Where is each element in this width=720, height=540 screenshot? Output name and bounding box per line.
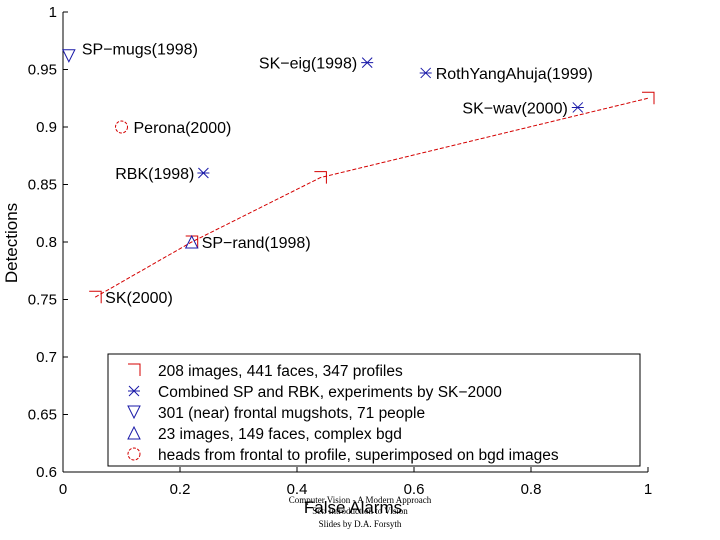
legend-entry: heads from frontal to profile, superimpo…	[158, 447, 559, 464]
data-point	[184, 234, 199, 249]
y-tick-label: 0.85	[28, 177, 57, 194]
y-tick-label: 1	[49, 4, 57, 21]
legend-entry: 208 images, 441 faces, 347 profiles	[158, 363, 403, 380]
point-label: SK(2000)	[105, 290, 173, 307]
footer-credit-line-2: Set: Introduction to Vision	[312, 506, 408, 516]
legend-marker	[127, 405, 141, 420]
legend-box	[107, 353, 641, 467]
series-line-0	[94, 97, 649, 298]
y-tick-label: 0.9	[36, 119, 57, 136]
point-labels: SK(2000) RBK(1998) SK−eig(1998) RothYangAhu…	[82, 42, 593, 308]
y-axis-label: Detections	[2, 203, 21, 283]
data-point	[197, 167, 210, 179]
point-label: RBK(1998)	[115, 166, 194, 183]
x-tick-label: 0.8	[521, 481, 542, 498]
legend-entry: Combined SP and RBK, experiments by SK−2…	[158, 384, 502, 401]
x-tick-label: 0.2	[170, 481, 191, 498]
y-tick-label: 0.7	[36, 349, 57, 366]
data-point	[89, 290, 102, 304]
x-tick-label: 1	[644, 481, 652, 498]
legend-marker	[127, 447, 141, 461]
point-label: SK−wav(2000)	[462, 100, 567, 117]
point-label: SP−rand(1998)	[202, 235, 311, 252]
data-markers	[62, 49, 655, 304]
data-point	[571, 102, 584, 113]
point-label: Perona(2000)	[134, 120, 232, 137]
series-lines	[94, 97, 649, 298]
data-point	[361, 57, 374, 68]
point-label: RothYangAhuja(1999)	[436, 66, 593, 83]
footer-credit-line-3: Slides by D.A. Forsyth	[318, 519, 402, 529]
y-tick-label: 0.6	[36, 464, 57, 481]
y-tick-label: 0.8	[36, 234, 57, 251]
data-point	[419, 67, 432, 79]
legend-marker	[128, 385, 140, 397]
legend: 208 images, 441 faces, 347 profiles Combi…	[107, 353, 641, 467]
tick-labels: 0 0.2 0.4 0.6 0.8 1 0.6 0.65 0.7 0.75 0.8 0.85 0.9 0.…	[28, 4, 652, 498]
data-point	[314, 171, 327, 184]
point-label: SP−mugs(1998)	[82, 42, 198, 59]
x-tick-label: 0	[59, 481, 67, 498]
y-tick-label: 0.95	[28, 62, 57, 79]
footer-credit-line-1: Computer Vision - A Modern Approach	[288, 495, 432, 505]
y-tick-label: 0.75	[28, 292, 57, 309]
legend-entry: 23 images, 149 faces, complex bgd	[158, 426, 402, 443]
point-label: SK−eig(1998)	[259, 56, 357, 73]
x-tick-label: 0.4	[287, 481, 308, 498]
data-point	[115, 120, 128, 134]
legend-marker	[128, 363, 141, 376]
legend-marker	[127, 425, 141, 440]
legend-entry: 301 (near) frontal mugshots, 71 people	[158, 405, 425, 422]
data-point	[62, 49, 76, 63]
data-point	[642, 91, 655, 105]
y-tick-label: 0.65	[28, 407, 57, 424]
x-tick-label: 0.6	[404, 481, 425, 498]
data-point	[185, 235, 199, 248]
